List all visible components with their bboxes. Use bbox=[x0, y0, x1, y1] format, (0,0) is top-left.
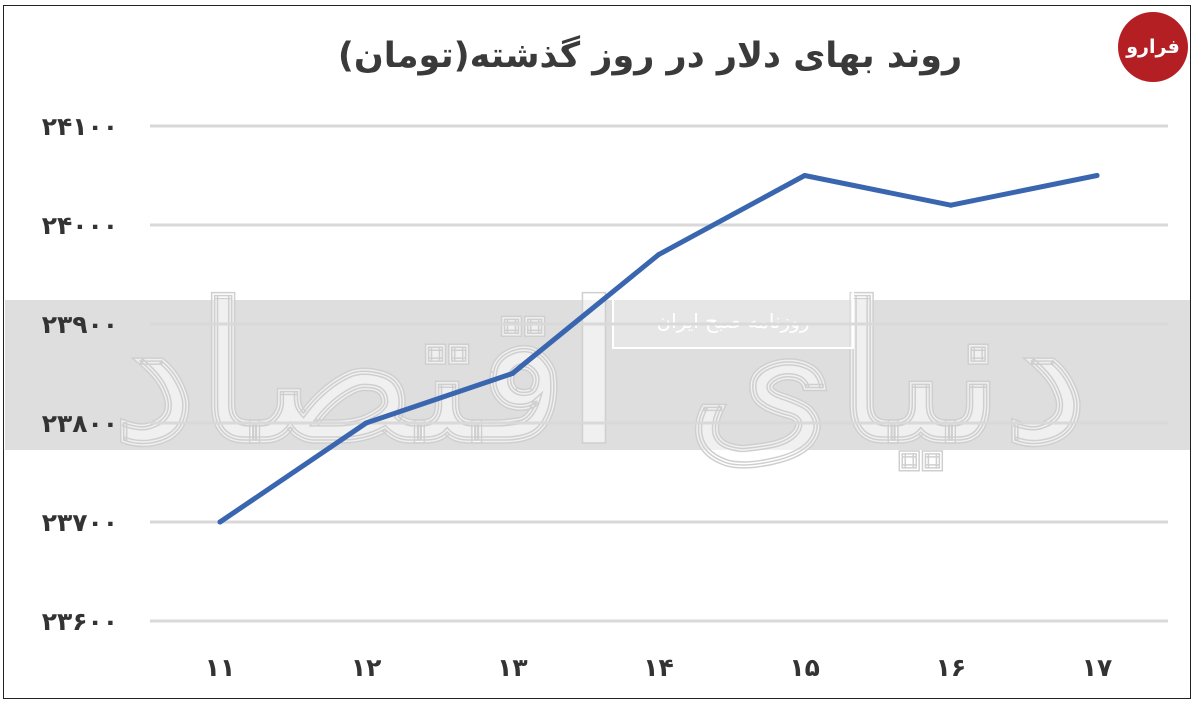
grid-lines bbox=[150, 124, 1168, 623]
data-point bbox=[509, 371, 515, 376]
y-tick-label: ۲۴۰۰۰ bbox=[42, 211, 118, 240]
chart-title: روند بهای دلار در روز گذشته(تومان) bbox=[337, 36, 963, 76]
data-point bbox=[1094, 173, 1100, 178]
x-tick-label: ۱۶ bbox=[936, 653, 967, 682]
y-tick-label: ۲۳۷۰۰ bbox=[42, 508, 118, 537]
x-tick-label: ۱۷ bbox=[1082, 653, 1113, 682]
x-tick-label: ۱۴ bbox=[643, 653, 674, 682]
data-point bbox=[802, 173, 808, 178]
data-point bbox=[217, 519, 223, 525]
data-series bbox=[217, 173, 1100, 525]
watermark-sub-box bbox=[612, 289, 854, 349]
x-tick-label: ۱۲ bbox=[351, 653, 382, 682]
y-axis-ticks: ۲۴۱۰۰ ۲۴۰۰۰ ۲۳۹۰۰ ۲۳۸۰۰ ۲۳۷۰۰ ۲۳۶۰۰ bbox=[42, 112, 118, 636]
logo-text: فرارو bbox=[1126, 36, 1180, 58]
x-tick-label: ۱۳ bbox=[497, 653, 528, 682]
y-tick-label: ۲۳۸۰۰ bbox=[42, 409, 118, 438]
x-tick-label: ۱۱ bbox=[205, 653, 236, 682]
x-axis-ticks: ۱۱ ۱۲ ۱۳ ۱۴ ۱۵ ۱۶ ۱۷ bbox=[205, 653, 1113, 682]
publisher-logo: فرارو bbox=[1118, 12, 1188, 82]
watermark-text: دنیای اقتصاد bbox=[112, 262, 1088, 485]
data-point bbox=[363, 420, 369, 426]
y-tick-label: ۲۳۹۰۰ bbox=[42, 310, 118, 339]
data-point bbox=[948, 202, 954, 208]
y-tick-label: ۲۳۶۰۰ bbox=[42, 607, 118, 636]
x-tick-label: ۱۵ bbox=[789, 653, 820, 682]
data-point bbox=[656, 252, 661, 258]
watermark-sub-text: روزنامه صبح ایران bbox=[656, 309, 809, 333]
y-tick-label: ۲۴۱۰۰ bbox=[42, 112, 118, 141]
